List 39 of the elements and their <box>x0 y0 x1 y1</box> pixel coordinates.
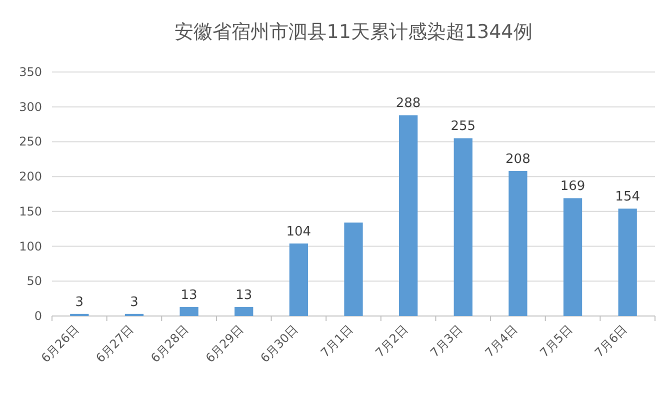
x-tick-label: 7月3日 <box>428 322 466 360</box>
bar <box>618 208 637 316</box>
y-tick-label: 50 <box>26 274 42 288</box>
bar <box>454 138 472 316</box>
bar <box>344 222 363 316</box>
bar <box>399 115 418 316</box>
data-label: 169 <box>560 179 586 194</box>
bar <box>180 306 198 316</box>
data-label: 3 <box>75 294 84 310</box>
data-label: 104 <box>286 224 312 240</box>
data-label: 13 <box>180 288 198 303</box>
bar <box>563 198 582 316</box>
data-label: 255 <box>450 119 476 134</box>
x-tick-label: 7月1日 <box>318 322 356 360</box>
chart-title: 安徽省宿州市泗县11天累计感染超1344例 <box>174 21 532 43</box>
x-tick-label: 6月26日 <box>38 322 82 366</box>
y-tick-label: 200 <box>19 170 42 184</box>
bar <box>508 170 528 316</box>
x-tick-label: 7月4日 <box>482 322 520 360</box>
data-label: 154 <box>615 190 640 205</box>
x-tick-label: 7月2日 <box>372 322 410 360</box>
data-label: 288 <box>396 96 421 112</box>
x-tick-label: 7月6日 <box>592 322 630 360</box>
x-tick-label: 6月30日 <box>258 322 301 366</box>
y-tick-label: 0 <box>34 309 42 323</box>
bar <box>234 306 254 316</box>
data-label: 13 <box>236 288 252 303</box>
y-tick-label: 300 <box>19 100 42 114</box>
x-tick-label: 6月28日 <box>148 322 192 366</box>
y-tick-label: 100 <box>19 239 42 254</box>
x-tick-label: 6月27日 <box>93 322 136 366</box>
x-tick-label: 6月29日 <box>202 322 246 366</box>
y-tick-label: 250 <box>19 134 42 149</box>
y-tick-label: 150 <box>19 204 42 218</box>
y-tick-label: 350 <box>19 65 42 79</box>
bar <box>289 243 308 316</box>
x-tick-label: 7月5日 <box>537 322 575 360</box>
data-label: 3 <box>130 294 138 310</box>
data-label: 208 <box>506 152 530 167</box>
